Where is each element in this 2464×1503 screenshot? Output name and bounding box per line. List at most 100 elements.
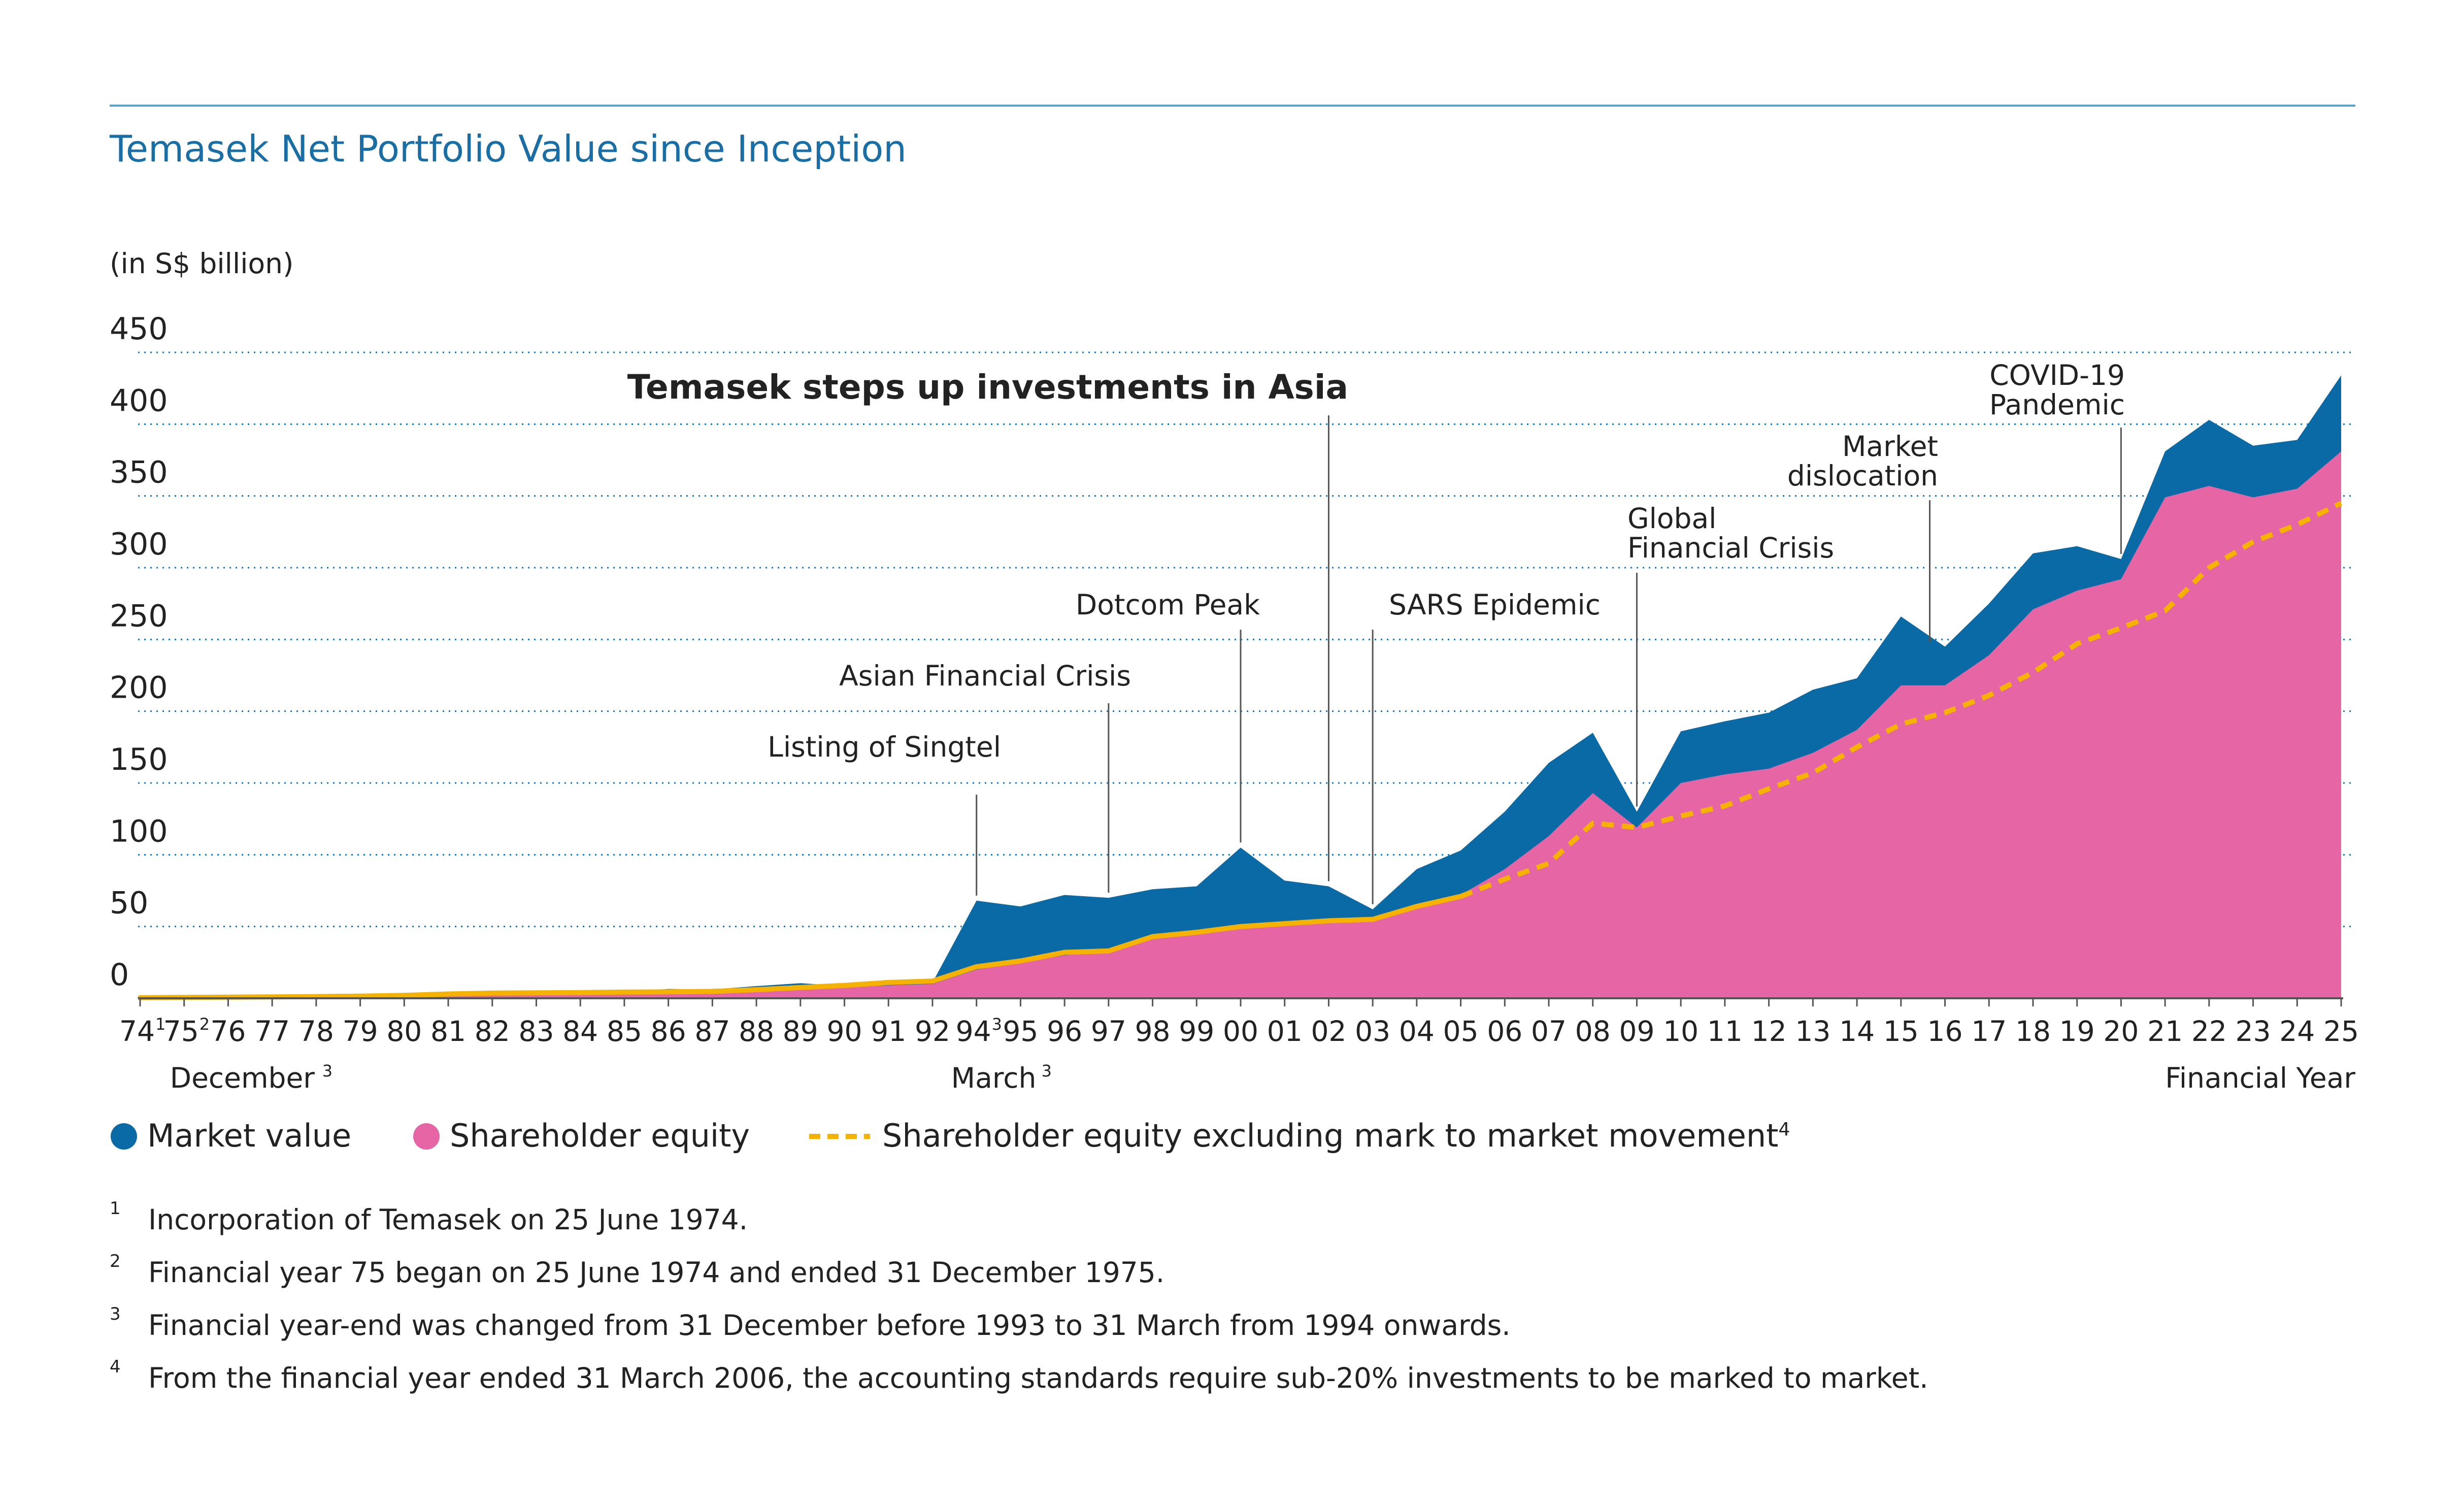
annotation-label: Temasek steps up investments in Asia <box>627 368 1348 407</box>
x-group-label-december-sup: 3 <box>322 1061 332 1081</box>
annotation-label: COVID-19 <box>1989 359 2125 391</box>
x-tick-label: 77 <box>254 1015 290 1048</box>
y-unit-label: (in S$ billion) <box>110 247 293 280</box>
x-tick-label: 11 <box>1707 1015 1743 1048</box>
x-tick-label: 02 <box>1311 1015 1346 1048</box>
x-tick-label: 19 <box>2059 1015 2095 1048</box>
x-tick-label: 89 <box>783 1015 818 1048</box>
x-tick-label: 85 <box>607 1015 642 1048</box>
y-tick-label: 250 <box>110 598 168 634</box>
x-tick-label: 91 <box>871 1015 906 1048</box>
x-group-label-march-sup: 3 <box>1042 1061 1052 1081</box>
x-tick-label: 00 <box>1223 1015 1258 1048</box>
x-tick-label: 07 <box>1531 1015 1567 1048</box>
equity-ex-mtm-line-dashed <box>1459 501 2343 899</box>
footnote-text: From the financial year ended 31 March 2… <box>148 1362 1928 1394</box>
x-tick-label: 74 <box>119 1015 155 1048</box>
x-tick-label: 79 <box>343 1015 378 1048</box>
x-tick-label: 17 <box>1971 1015 2007 1048</box>
x-tick-superscript: 1 <box>155 1015 165 1034</box>
x-group-label-december: December <box>170 1062 315 1094</box>
y-tick-label: 50 <box>110 886 148 921</box>
x-tick-superscript: 3 <box>992 1015 1002 1034</box>
legend-superscript: 4 <box>1779 1119 1790 1140</box>
annotation-label: Global <box>1627 502 1716 535</box>
x-tick-label: 76 <box>210 1015 246 1048</box>
x-tick-label: 94 <box>956 1015 991 1048</box>
y-tick-label: 150 <box>110 742 168 777</box>
x-tick-label: 16 <box>1927 1015 1963 1048</box>
equity-ex-mtm-line-solid <box>138 894 1463 1000</box>
y-tick-label: 200 <box>110 670 168 706</box>
legend-label: Shareholder equity <box>450 1117 750 1154</box>
x-tick-label: 90 <box>827 1015 862 1048</box>
x-tick-label: 08 <box>1575 1015 1611 1048</box>
y-tick-label: 350 <box>110 455 168 491</box>
annotation-label: Asian Financial Crisis <box>839 660 1131 692</box>
x-tick-label: 23 <box>2236 1015 2271 1048</box>
footnote-text: Financial year-end was changed from 31 D… <box>148 1309 1511 1342</box>
x-tick-label: 96 <box>1047 1015 1082 1048</box>
x-tick-label: 99 <box>1179 1015 1214 1048</box>
x-tick-label: 21 <box>2147 1015 2183 1048</box>
x-tick-label: 12 <box>1751 1015 1787 1048</box>
legend-marker-circle <box>413 1123 440 1150</box>
annotation-label: Financial Crisis <box>1627 532 1834 564</box>
x-tick-label: 87 <box>694 1015 730 1048</box>
x-tick-label: 20 <box>2103 1015 2139 1048</box>
y-tick-label: 400 <box>110 383 168 418</box>
x-tick-label: 82 <box>475 1015 510 1048</box>
x-tick-label: 83 <box>518 1015 554 1048</box>
annotation-label: Market <box>1842 430 1938 463</box>
footnote-number: 4 <box>110 1357 121 1377</box>
x-tick-label: 15 <box>1883 1015 1919 1048</box>
footnote-number: 2 <box>110 1251 121 1271</box>
legend-marker-circle <box>111 1123 137 1150</box>
line-layer <box>138 501 2343 1000</box>
x-tick-label: 98 <box>1135 1015 1171 1048</box>
footnote-number: 1 <box>110 1198 121 1219</box>
x-tick-label: 14 <box>1839 1015 1875 1048</box>
x-tick-label: 92 <box>915 1015 950 1048</box>
x-tick-label: 13 <box>1795 1015 1830 1048</box>
x-tick-label: 25 <box>2323 1015 2359 1048</box>
footnote-text: Incorporation of Temasek on 25 June 1974… <box>148 1203 748 1236</box>
x-tick-label: 06 <box>1487 1015 1522 1048</box>
x-tick-label: 24 <box>2279 1015 2315 1048</box>
y-tick-label: 450 <box>110 311 168 347</box>
x-tick-label: 80 <box>386 1015 422 1048</box>
annotation-label: SARS Epidemic <box>1389 589 1601 621</box>
chart-title: Temasek Net Portfolio Value since Incept… <box>109 127 907 170</box>
x-tick-label: 22 <box>2191 1015 2227 1048</box>
x-tick-label: 09 <box>1619 1015 1654 1048</box>
x-tick-superscript: 2 <box>199 1015 210 1034</box>
x-tick-label: 86 <box>651 1015 686 1048</box>
legend-label: Market value <box>147 1117 351 1154</box>
x-tick-label: 04 <box>1399 1015 1435 1048</box>
x-tick-label: 95 <box>1003 1015 1038 1048</box>
annotation-label: dislocation <box>1787 460 1938 492</box>
y-tick-label: 100 <box>110 813 168 849</box>
y-tick-label: 0 <box>110 957 129 993</box>
x-tick-label: 81 <box>430 1015 466 1048</box>
x-tick-label: 10 <box>1663 1015 1699 1048</box>
footnote-number: 3 <box>110 1304 121 1324</box>
x-group-label-march: March <box>951 1062 1037 1094</box>
shareholder-equity-area <box>140 451 2341 998</box>
x-tick-label: 88 <box>739 1015 774 1048</box>
x-tick-label: 78 <box>298 1015 334 1048</box>
x-axis-label: Financial Year <box>2165 1062 2355 1094</box>
x-tick-label: 97 <box>1091 1015 1126 1048</box>
x-tick-label: 05 <box>1443 1015 1479 1048</box>
area-layer <box>140 375 2341 999</box>
x-tick-label: 01 <box>1267 1015 1303 1048</box>
x-tick-label: 84 <box>562 1015 598 1048</box>
x-tick-label: 03 <box>1355 1015 1390 1048</box>
x-tick-label: 18 <box>2015 1015 2051 1048</box>
annotation-label: Listing of Singtel <box>768 731 1001 763</box>
y-tick-label: 300 <box>110 527 168 562</box>
annotation-layer: Listing of Singtel Asian Financial Crisis… <box>627 359 2125 904</box>
legend-layer: Market value Shareholder equity Shareholde… <box>111 1117 1790 1154</box>
